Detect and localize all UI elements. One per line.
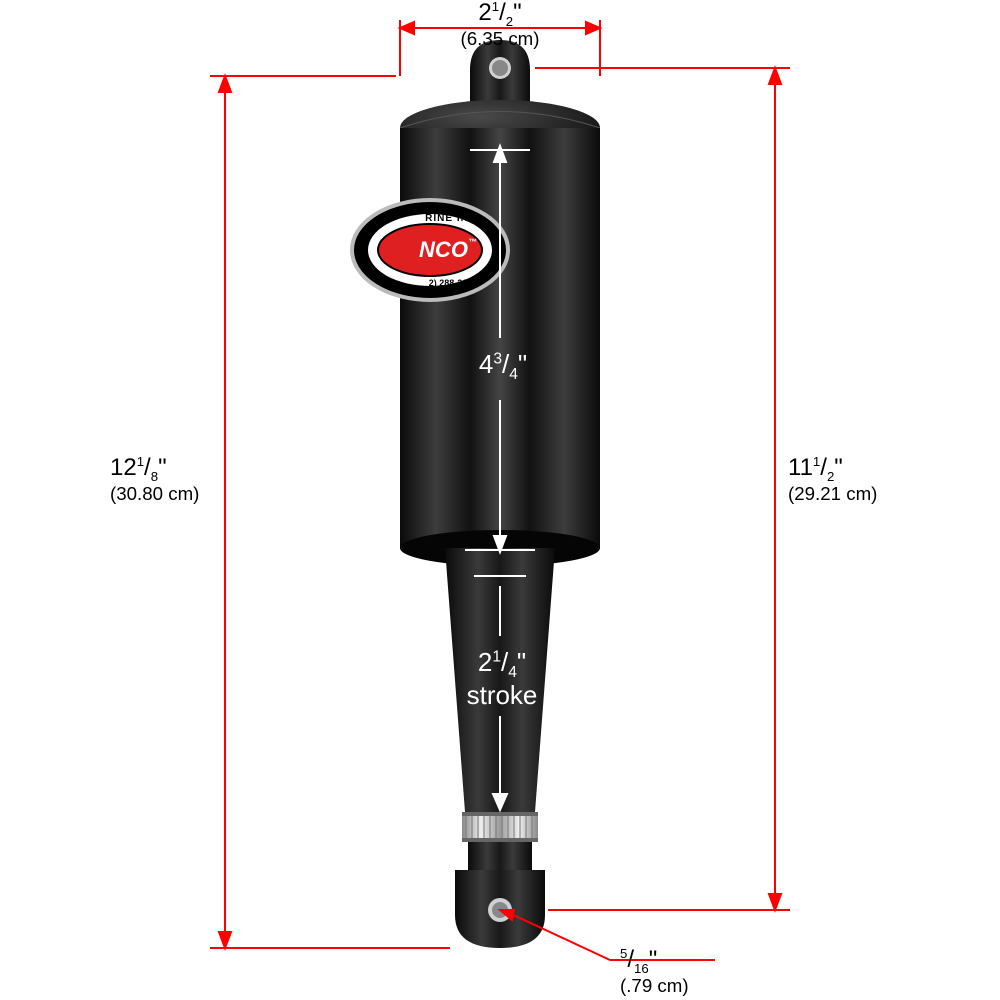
diagram-stage: RINE INC. NCO™ 2) 288-2662 (0, 0, 1000, 1000)
dim-stroke: 21/4" stroke (452, 648, 552, 710)
dim-right-height: 111/2" (29.21 cm) (788, 455, 918, 503)
dim-body-length: 43/4" (458, 350, 548, 383)
dim-hole: 5/16" (.79 cm) (620, 947, 740, 995)
dim-left-height: 121/8" (30.80 cm) (110, 455, 240, 503)
dim-top-width: 21/2" (6.35 cm) (440, 0, 560, 48)
